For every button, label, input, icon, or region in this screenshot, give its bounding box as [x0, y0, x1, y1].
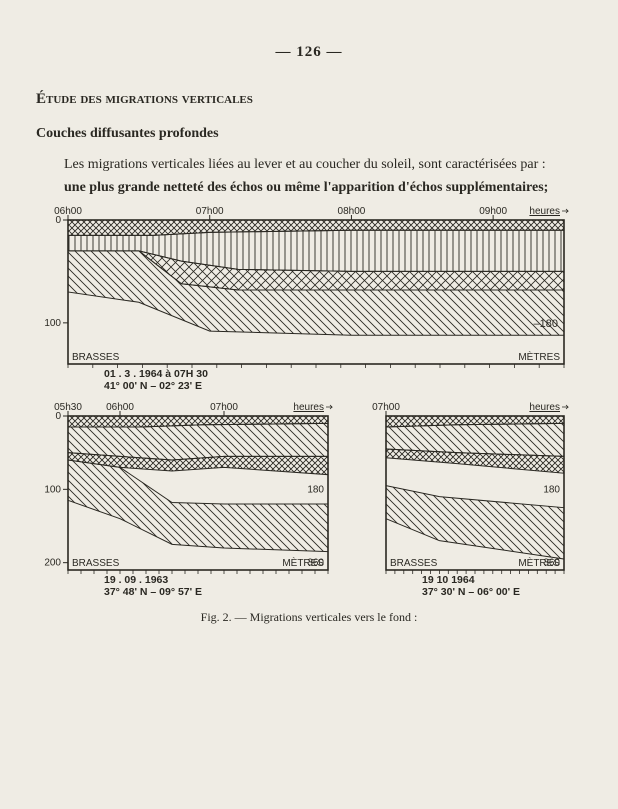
svg-text:37° 30' N – 06° 00' E: 37° 30' N – 06° 00' E: [422, 586, 520, 598]
page-number: — 126 —: [36, 44, 582, 61]
svg-text:19 . 09 . 1963: 19 . 09 . 1963: [104, 574, 168, 586]
chart-top: 06h0007h0008h0009h00heures0100BRASSES–18…: [36, 204, 582, 394]
svg-text:–180: –180: [534, 318, 558, 330]
svg-text:100: 100: [44, 318, 61, 329]
svg-text:BRASSES: BRASSES: [390, 558, 438, 569]
svg-text:MÈTRES: MÈTRES: [518, 350, 560, 363]
svg-text:BRASSES: BRASSES: [72, 352, 120, 363]
svg-text:heures: heures: [529, 402, 560, 413]
svg-text:01 . 3 . 1964 à 07H 30: 01 . 3 . 1964 à 07H 30: [104, 368, 208, 380]
subsection-title: Couches diffusantes profondes: [36, 126, 582, 142]
svg-text:100: 100: [44, 484, 61, 495]
paragraph-lead: Les migrations verticales liées au lever…: [36, 156, 582, 175]
svg-text:08h00: 08h00: [338, 206, 366, 217]
svg-text:heures: heures: [293, 402, 324, 413]
chart-bottom-left: 05h3006h0007h00heures0100200BRASSES18036…: [36, 400, 346, 600]
svg-text:BRASSES: BRASSES: [72, 558, 120, 569]
svg-text:41° 00' N – 02° 23' E: 41° 00' N – 02° 23' E: [104, 380, 202, 392]
svg-text:07h00: 07h00: [210, 402, 238, 413]
svg-text:MÈTRES: MÈTRES: [282, 556, 324, 569]
svg-text:0: 0: [55, 411, 61, 422]
svg-text:200: 200: [44, 557, 61, 568]
svg-text:06h00: 06h00: [106, 402, 134, 413]
svg-text:09h00: 09h00: [479, 206, 507, 217]
section-title: Étude des migrations verticales: [36, 91, 582, 108]
svg-text:0: 0: [55, 215, 61, 226]
svg-text:07h00: 07h00: [196, 206, 224, 217]
svg-text:MÈTRES: MÈTRES: [518, 556, 560, 569]
svg-text:180: 180: [307, 484, 324, 495]
svg-text:180: 180: [543, 484, 560, 495]
svg-text:19 10 1964: 19 10 1964: [422, 574, 475, 586]
figure-charts: 06h00 07h00 08h00 09h00 heures 0 100 BRASSES –18…: [36, 204, 582, 600]
svg-text:37° 48' N – 09° 57' E: 37° 48' N – 09° 57' E: [104, 586, 202, 598]
svg-text:heures: heures: [529, 206, 560, 217]
paragraph-item: une plus grande netteté des échos ou mêm…: [36, 179, 582, 198]
chart-bottom-right: 07h00heuresBRASSES180360MÈTRES19 10 1964…: [354, 400, 582, 600]
figure-caption: Fig. 2. — Migrations verticales vers le …: [36, 610, 582, 625]
svg-text:07h00: 07h00: [372, 402, 400, 413]
page: — 126 — Étude des migrations verticales …: [0, 0, 618, 809]
